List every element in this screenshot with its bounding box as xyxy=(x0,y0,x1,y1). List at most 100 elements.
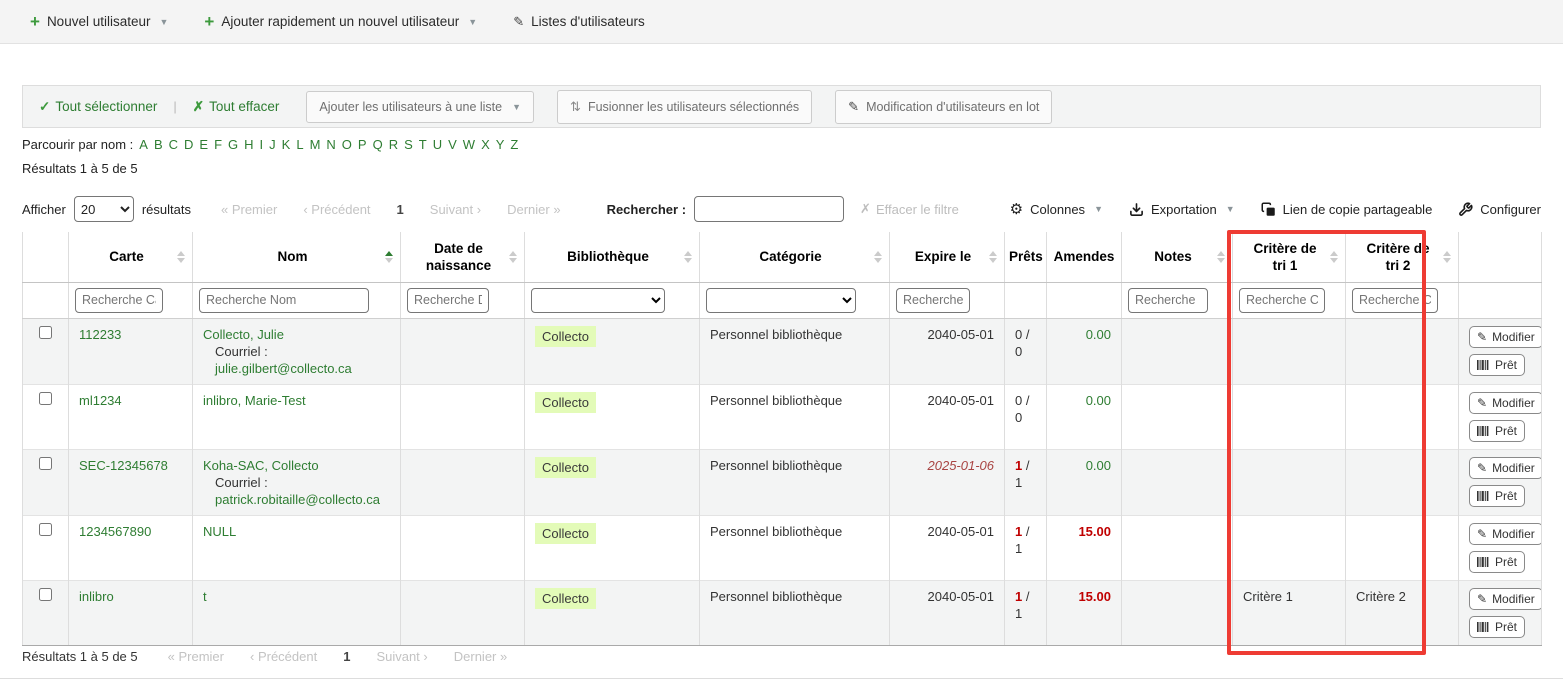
browse-letter-Y[interactable]: Y xyxy=(495,137,505,152)
browse-letter-S[interactable]: S xyxy=(404,137,413,152)
browse-letter-U[interactable]: U xyxy=(432,137,443,152)
browse-letter-Z[interactable]: Z xyxy=(510,137,519,152)
pagination-next[interactable]: Suivant › xyxy=(376,649,428,664)
merge-patrons-button[interactable]: ⇅ Fusionner les utilisateurs sélectionné… xyxy=(557,89,813,124)
row-checkbox[interactable] xyxy=(39,587,52,601)
column-header-notes[interactable]: Notes xyxy=(1121,232,1233,283)
edit-patron-button[interactable]: ✎ Modifier xyxy=(1469,456,1541,479)
filter-input-notes[interactable] xyxy=(1128,287,1208,313)
patron-name-link[interactable]: Koha-SAC, Collecto xyxy=(203,457,319,473)
patron-name-link[interactable]: inlibro, Marie-Test xyxy=(203,392,306,408)
clear-filter-link[interactable]: ✗ Effacer le filtre xyxy=(860,201,959,217)
column-header-library[interactable]: Bibliothèque xyxy=(524,232,700,283)
patron-lists-button[interactable]: ✎ Listes d'utilisateurs xyxy=(513,14,645,30)
pagination-next[interactable]: Suivant › xyxy=(429,201,482,217)
cardnumber-link[interactable]: 112233 xyxy=(79,326,122,342)
browse-letter-O[interactable]: O xyxy=(341,137,352,152)
browse-letter-N[interactable]: N xyxy=(326,137,336,152)
browse-letter-Q[interactable]: Q xyxy=(372,137,383,152)
browse-letter-K[interactable]: K xyxy=(281,137,291,152)
pagination-first[interactable]: « Premier xyxy=(167,649,224,664)
patron-name-link[interactable]: t xyxy=(203,588,207,604)
browse-letter-F[interactable]: F xyxy=(214,137,223,152)
select-all-link[interactable]: ✓ Tout sélectionner xyxy=(39,99,157,115)
checkout-button[interactable]: Prêt xyxy=(1469,484,1526,507)
pagination-last[interactable]: Dernier » xyxy=(507,201,561,217)
browse-letter-H[interactable]: H xyxy=(244,137,254,152)
share-link-button[interactable]: Lien de copie partageable xyxy=(1261,202,1432,217)
cardnumber-link[interactable]: 1234567890 xyxy=(79,523,152,539)
pagination-page-1[interactable]: 1 xyxy=(343,649,351,664)
column-header-dob[interactable]: Date de naissance xyxy=(400,232,525,283)
row-checkbox[interactable] xyxy=(39,325,52,339)
browse-letter-E[interactable]: E xyxy=(199,137,209,152)
column-header-sort1[interactable]: Critère de tri 1 xyxy=(1232,232,1346,283)
checkout-button[interactable]: Prêt xyxy=(1469,550,1526,573)
email-link[interactable]: patrick.robitaille@collecto.ca xyxy=(215,491,380,507)
filter-input-expires[interactable] xyxy=(896,287,970,313)
sort-arrows-icon xyxy=(177,250,185,263)
cardnumber-link[interactable]: SEC-12345678 xyxy=(79,457,168,473)
checkout-button[interactable]: Prêt xyxy=(1469,615,1526,638)
browse-letter-P[interactable]: P xyxy=(357,137,367,152)
patron-name-link[interactable]: NULL xyxy=(203,523,237,539)
filter-select-library[interactable] xyxy=(531,287,665,313)
browse-letter-B[interactable]: B xyxy=(153,137,163,152)
filter-input-sort2[interactable] xyxy=(1352,287,1438,313)
filter-input-sort1[interactable] xyxy=(1239,287,1325,313)
browse-letter-A[interactable]: A xyxy=(139,137,148,152)
table-search-input[interactable] xyxy=(694,196,845,222)
browse-letter-W[interactable]: W xyxy=(462,137,476,152)
browse-letter-L[interactable]: L xyxy=(296,137,304,152)
export-button[interactable]: Exportation ▼ xyxy=(1129,202,1235,217)
cell-check xyxy=(22,448,69,515)
edit-patron-button[interactable]: ✎ Modifier xyxy=(1469,587,1541,610)
browse-letter-V[interactable]: V xyxy=(448,137,457,152)
browse-letter-C[interactable]: C xyxy=(168,137,178,152)
browse-letter-T[interactable]: T xyxy=(418,137,427,152)
column-header-card[interactable]: Carte xyxy=(68,232,193,283)
filter-input-dob[interactable] xyxy=(407,287,489,313)
browse-letter-R[interactable]: R xyxy=(388,137,399,152)
columns-button[interactable]: ⚙ Colonnes ▼ xyxy=(1010,202,1103,217)
checkout-button[interactable]: Prêt xyxy=(1469,353,1526,376)
column-header-category[interactable]: Catégorie xyxy=(699,232,890,283)
pagination-previous[interactable]: ‹ Précédent xyxy=(250,649,318,664)
batch-edit-button[interactable]: ✎ Modification d'utilisateurs en lot xyxy=(835,89,1053,124)
row-checkbox[interactable] xyxy=(39,522,52,536)
column-header-expires[interactable]: Expire le xyxy=(889,232,1005,283)
checkout-button[interactable]: Prêt xyxy=(1469,419,1526,442)
row-checkbox[interactable] xyxy=(39,456,52,470)
browse-letter-I[interactable]: I xyxy=(259,137,264,152)
browse-letter-X[interactable]: X xyxy=(481,137,490,152)
filter-input-name[interactable] xyxy=(199,287,369,313)
pagination-last[interactable]: Dernier » xyxy=(453,649,508,664)
pagination-previous[interactable]: ‹ Précédent xyxy=(303,201,371,217)
browse-letter-J[interactable]: J xyxy=(269,137,276,152)
clear-all-link[interactable]: ✗ Tout effacer xyxy=(193,99,280,115)
patron-name-link[interactable]: Collecto, Julie xyxy=(203,326,284,342)
cardnumber-link[interactable]: inlibro xyxy=(79,588,114,604)
browse-letter-M[interactable]: M xyxy=(309,137,321,152)
edit-patron-button[interactable]: ✎ Modifier xyxy=(1469,522,1541,545)
cell-checkouts: 1 /1 xyxy=(1004,448,1047,515)
add-to-list-button[interactable]: Ajouter les utilisateurs à une liste ▼ xyxy=(306,90,535,123)
new-user-button[interactable]: + Nouvel utilisateur ▼ xyxy=(30,13,168,30)
library-badge: Collecto xyxy=(535,522,596,544)
filter-select-category[interactable] xyxy=(706,287,856,313)
browse-letter-G[interactable]: G xyxy=(228,137,239,152)
cardnumber-link[interactable]: ml1234 xyxy=(79,392,122,408)
page-size-select[interactable]: 20 xyxy=(73,196,134,222)
column-header-sort2[interactable]: Critère de tri 2 xyxy=(1345,232,1459,283)
edit-patron-button[interactable]: ✎ Modifier xyxy=(1469,391,1541,414)
pagination-first[interactable]: « Premier xyxy=(220,201,278,217)
configure-button[interactable]: Configurer xyxy=(1458,202,1541,217)
row-checkbox[interactable] xyxy=(39,391,52,405)
filter-input-card[interactable] xyxy=(75,287,163,313)
quick-add-user-button[interactable]: + Ajouter rapidement un nouvel utilisate… xyxy=(204,13,477,30)
email-link[interactable]: julie.gilbert@collecto.ca xyxy=(215,360,352,376)
pagination-page-1[interactable]: 1 xyxy=(396,201,404,217)
browse-letter-D[interactable]: D xyxy=(184,137,194,152)
edit-patron-button[interactable]: ✎ Modifier xyxy=(1469,325,1541,348)
column-header-name[interactable]: Nom xyxy=(192,232,401,283)
